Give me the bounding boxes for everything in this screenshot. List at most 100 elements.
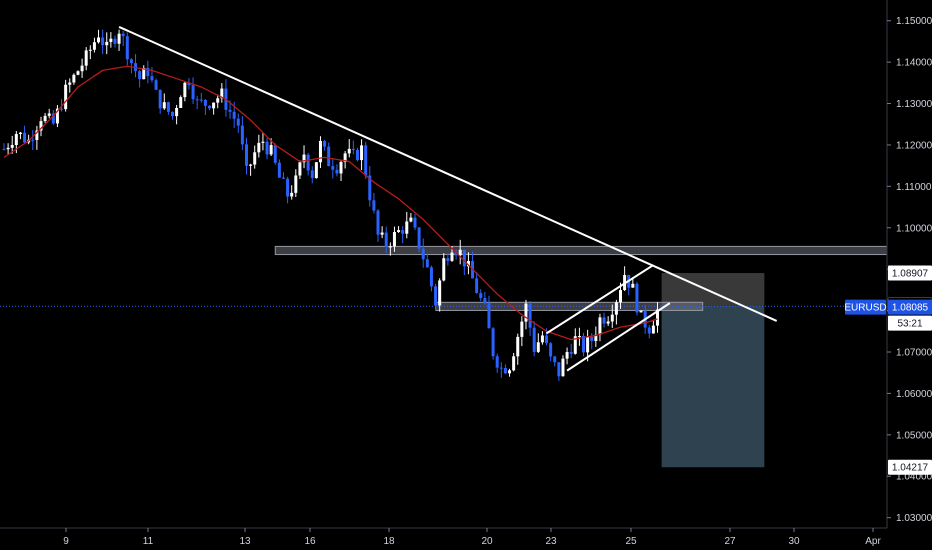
candle-body: [269, 145, 273, 155]
candle-body: [232, 111, 236, 119]
candle-body: [417, 227, 421, 249]
candle-body: [43, 115, 47, 122]
candle-body: [195, 99, 199, 101]
candle-body: [376, 210, 380, 235]
candle-body: [483, 298, 487, 304]
candle-body: [516, 336, 520, 357]
candle-body: [76, 71, 80, 75]
candle-body: [47, 113, 51, 116]
trendline-3[interactable]: [545, 264, 654, 335]
symbol-badge[interactable]: EURUSD: [844, 299, 887, 315]
candle-body: [101, 37, 105, 46]
candle-body: [191, 85, 195, 100]
resistance-zone-2[interactable]: [435, 301, 704, 311]
candle-body: [388, 246, 392, 248]
time-tick-label: 16: [304, 536, 316, 547]
candle-body: [586, 336, 590, 353]
candle-body: [310, 170, 314, 179]
candle-body: [183, 82, 187, 98]
candle-body: [392, 232, 396, 247]
time-tick-label: 20: [481, 536, 493, 547]
candle-body: [450, 252, 454, 261]
candle-body: [10, 145, 14, 148]
candle-body: [129, 59, 133, 64]
candle-body: [327, 146, 331, 167]
candle-body: [651, 325, 655, 334]
time-ticks: 9 11 13 16 18 20 23 25 27 30 Apr: [63, 528, 881, 547]
candle-body: [154, 80, 158, 90]
candle-body: [635, 283, 639, 313]
candle-body: [2, 149, 6, 151]
level-price-badge-bg: [888, 265, 932, 281]
candle-body: [55, 108, 59, 124]
candle-body: [121, 33, 125, 37]
price-tick-label: 1.13000: [896, 99, 932, 110]
current-price-badge-bg: [888, 299, 932, 315]
trendline-1[interactable]: [118, 26, 778, 322]
candle-body: [532, 327, 536, 352]
candle-body: [175, 107, 179, 117]
candle-body: [166, 102, 170, 112]
candle-body: [335, 169, 339, 174]
candle-body: [339, 162, 343, 174]
candle-body: [142, 67, 146, 80]
time-tick-label: 18: [383, 536, 395, 547]
candle-body: [244, 144, 248, 166]
candle-body: [582, 335, 586, 353]
candle-body: [528, 303, 532, 328]
candle-body: [446, 258, 450, 261]
candle-body: [495, 356, 499, 368]
candle-body: [491, 328, 495, 357]
candle-body: [323, 140, 327, 147]
stop-loss-zone[interactable]: [661, 273, 765, 306]
candle-body: [68, 82, 72, 85]
time-tick-label: 9: [63, 536, 69, 547]
candle-body: [545, 335, 549, 344]
candle-body: [347, 148, 351, 154]
level-price-badge[interactable]: 1.04217: [888, 459, 932, 475]
price-tick-label: 1.12000: [896, 140, 932, 151]
price-axis[interactable]: [886, 0, 932, 528]
candle-body: [368, 175, 372, 201]
price-tick-label: 1.06000: [896, 389, 932, 400]
candle-body: [277, 162, 281, 178]
candle-body: [6, 147, 10, 150]
take-profit-zone[interactable]: [661, 305, 765, 468]
candle-body: [503, 368, 507, 374]
candle-body: [610, 314, 614, 322]
current-price-badge[interactable]: 1.08085: [888, 299, 932, 315]
candle-body: [150, 76, 154, 81]
candle-body: [286, 178, 290, 197]
price-tick-label: 1.10000: [896, 223, 932, 234]
candle-body: [138, 71, 142, 80]
candle-body: [557, 362, 561, 377]
candle-body: [117, 33, 121, 44]
candle-body: [351, 148, 355, 150]
candle-body: [520, 321, 524, 337]
candle-body: [434, 286, 438, 306]
candle-timer-badge[interactable]: 53:21: [888, 315, 932, 331]
candle-body: [318, 140, 322, 163]
candle-timer-badge-bg: [888, 315, 932, 331]
candle-body: [240, 125, 244, 145]
level-price-badge[interactable]: 1.08907: [888, 265, 932, 281]
resistance-zone-1[interactable]: [274, 245, 909, 256]
symbol-badge-bg: [845, 299, 886, 315]
candle-body: [306, 154, 310, 171]
candle-body: [60, 108, 64, 110]
candle-body: [594, 334, 598, 341]
candle-body: [265, 141, 269, 155]
candle-body: [249, 164, 253, 166]
candle-body: [540, 335, 544, 343]
candle-body: [88, 49, 92, 51]
trendline-2[interactable]: [566, 302, 671, 372]
candle-body: [125, 36, 129, 60]
candle-body: [208, 105, 211, 109]
candle-body: [397, 230, 401, 233]
candle-body: [281, 177, 285, 179]
candle-body: [384, 232, 388, 248]
candle-body: [458, 249, 462, 256]
candle-body: [343, 153, 347, 163]
